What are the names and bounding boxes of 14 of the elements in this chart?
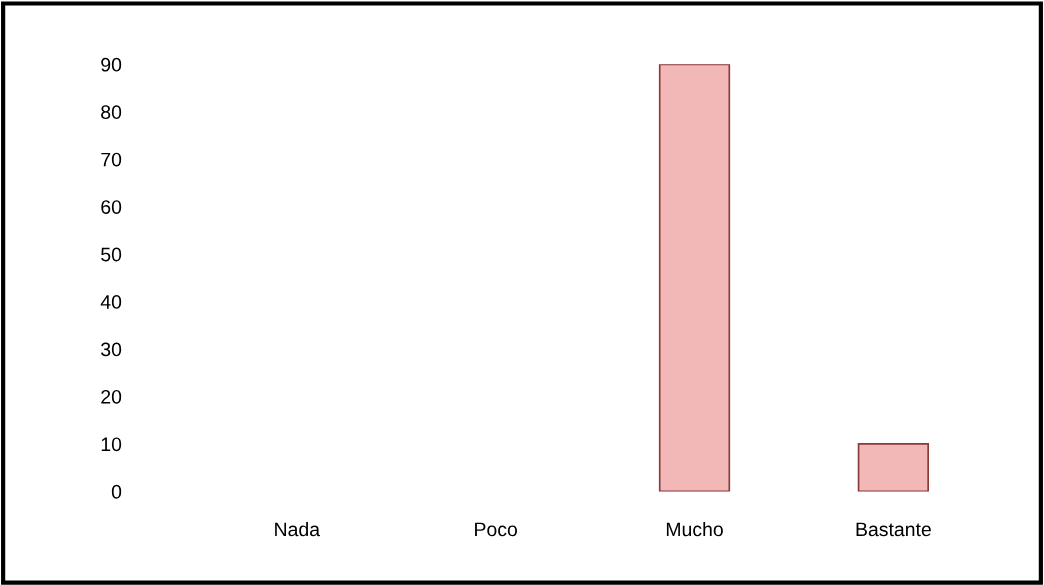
y-tick-label: 80	[101, 105, 122, 120]
y-tick-label: 70	[101, 152, 122, 167]
y-tick-label: 10	[101, 437, 122, 452]
y-tick-label: 20	[101, 389, 122, 404]
y-tick-label: 50	[101, 247, 122, 262]
y-tick-label: 40	[100, 295, 122, 309]
y-tick-label: 30	[101, 342, 122, 357]
x-tick-label: Bastante	[856, 522, 931, 537]
x-tick-label: Mucho	[666, 521, 723, 537]
x-tick-label: Nada	[275, 521, 321, 537]
y-tick-label: 90	[101, 57, 122, 72]
x-tick-label: Poco	[475, 522, 517, 537]
y-tick-label: 0	[111, 484, 122, 499]
y-tick-label: 60	[101, 200, 122, 214]
